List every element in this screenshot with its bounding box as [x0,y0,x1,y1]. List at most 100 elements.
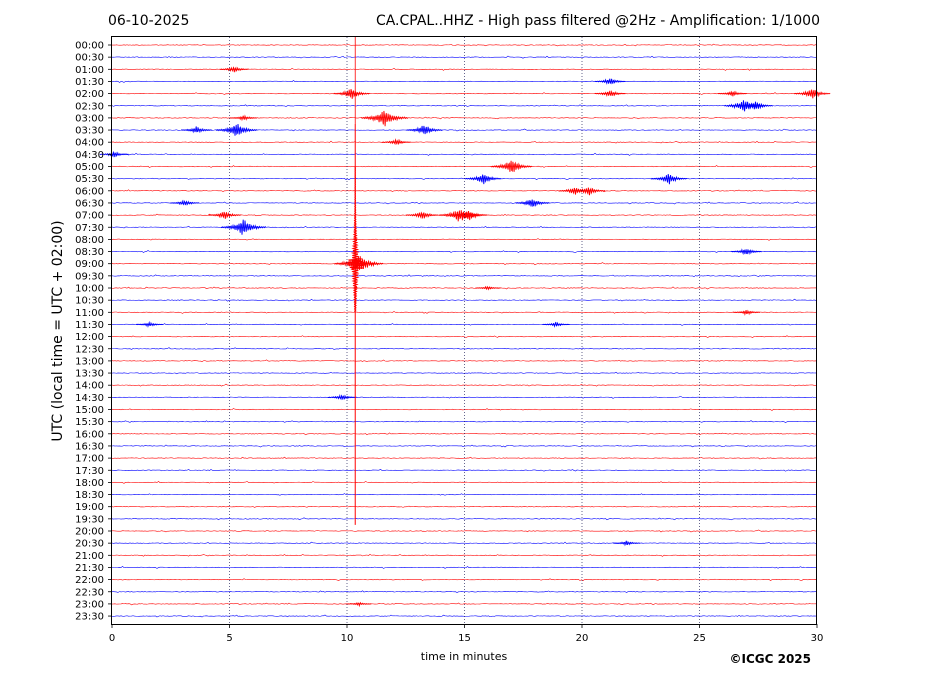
x-tick-label: 20 [576,633,589,644]
copyright-label: ©ICGC 2025 [729,652,811,666]
trace-line [111,541,818,545]
y-tick-label: 16:30 [75,441,104,452]
y-tick-label: 06:00 [75,186,104,197]
large-event-waveform [347,166,365,313]
y-tick-label: 23:30 [75,612,104,623]
seismic-event-burst [594,78,626,85]
plot-frame [111,36,817,625]
trace-line [111,286,818,290]
y-tick-label: 15:00 [75,405,104,416]
trace-line [111,505,818,508]
y-tick-label: 05:30 [75,174,104,185]
y-axis-label: UTC (local time = UTC + 02:00) [50,220,66,441]
x-axis-label: time in minutes [421,650,508,663]
y-tick-label: 06:30 [75,198,104,209]
y-tick-label: 03:00 [75,113,104,124]
trace-line [111,274,818,278]
grid-lines [229,37,700,624]
seismic-event-burst [475,285,501,291]
trace-line [111,578,818,582]
chart-title: CA.CPAL..HHZ - High pass filtered @2Hz -… [376,13,820,29]
seismic-event-burst [170,199,200,206]
y-tick-label: 23:00 [75,599,104,610]
seismic-event-burst [650,173,687,185]
trace-line [111,529,818,533]
seismic-event-burst [515,199,550,207]
y-tick-label: 13:00 [75,356,104,367]
seismic-event-burst [220,219,267,235]
large-event-coda [354,258,376,269]
seismic-event-burst [180,126,212,134]
x-tick-label: 10 [341,633,354,644]
seismic-event-burst [215,124,258,136]
y-tick-label: 00:30 [75,53,104,64]
seismic-event-burst [229,114,258,122]
y-tick-label: 11:00 [75,308,104,319]
seismic-event-burst [327,394,357,401]
trace-line [111,347,818,350]
y-tick-label: 20:30 [75,539,104,550]
y-tick-label: 04:30 [75,150,104,161]
y-tick-label: 18:00 [75,478,104,489]
trace-line [111,311,818,314]
seismic-event-burst [738,101,773,110]
x-tick-label: 25 [693,633,706,644]
seismic-event-burst [381,138,411,146]
y-tick-label: 17:00 [75,454,104,465]
trace-line [111,517,818,521]
x-tick-label: 5 [226,633,232,644]
y-tick-label: 14:30 [75,393,104,404]
seismic-event-burst [730,248,762,256]
trace-line [111,250,818,253]
trace-line [111,590,818,593]
seismic-event-burst [465,174,502,185]
y-tick-label: 02:30 [75,101,104,112]
y-tick-label: 19:30 [75,514,104,525]
y-tick-label: 10:30 [75,296,104,307]
y-tick-label: 14:00 [75,381,104,392]
y-tick-label: 13:30 [75,369,104,380]
x-tick-label: 30 [811,633,824,644]
seismic-event-burst [406,125,443,135]
seismic-event-burst [405,211,439,220]
y-tick-label: 03:30 [75,126,104,137]
seismic-event-burst [594,90,626,97]
y-tick-label: 17:30 [75,466,104,477]
trace-line [111,80,818,83]
seismic-event-burst [542,321,570,328]
y-tick-label: 07:00 [75,211,104,222]
y-tick-label: 21:30 [75,563,104,574]
trace-line [111,480,818,484]
y-tick-label: 04:00 [75,138,104,149]
y-tick-label: 22:30 [75,587,104,598]
seismic-event-burst [99,150,129,158]
y-tick-label: 08:30 [75,247,104,258]
y-tick-label: 08:00 [75,235,104,246]
trace-line [111,359,818,362]
x-tick-label: 15 [458,633,471,644]
y-tick-label: 12:30 [75,344,104,355]
y-tick-label: 01:00 [75,65,104,76]
trace-line [111,565,818,569]
y-tick-label: 16:00 [75,429,104,440]
y-tick-label: 12:00 [75,332,104,343]
y-tick-label: 22:00 [75,575,104,586]
y-tick-label: 20:00 [75,527,104,538]
y-tick-label: 00:00 [75,41,104,52]
trace-line [111,104,818,107]
event-layer [99,37,831,608]
seismic-event-burst [360,110,409,127]
seismic-event-burst [333,89,370,99]
seismic-event-burst [717,90,747,97]
trace-line [111,92,818,95]
seismic-event-burst [794,89,831,99]
seismic-event-burst [135,320,164,328]
y-tick-label: 18:30 [75,490,104,501]
trace-line [111,262,818,266]
y-tick-label: 19:00 [75,502,104,513]
trace-line [111,323,818,326]
seismic-event-burst [450,210,488,221]
y-tick-label: 11:30 [75,320,104,331]
